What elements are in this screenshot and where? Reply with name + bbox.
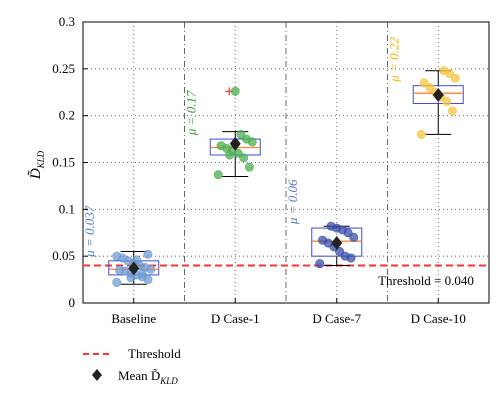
data-point: [236, 129, 246, 139]
data-point: [126, 273, 136, 283]
data-point: [115, 265, 125, 275]
data-point: [318, 235, 328, 245]
data-point: [143, 249, 153, 259]
mu-label: μ = 0.22: [386, 37, 401, 83]
data-point: [447, 106, 457, 116]
point-layer: [112, 66, 460, 287]
mean-marker: [331, 236, 343, 251]
legend-mean-label-main: Mean D̃: [118, 368, 160, 383]
data-point: [112, 251, 122, 261]
y-axis-label-main: D̃: [28, 168, 44, 180]
x-tick-label: D Case-10: [411, 311, 466, 326]
mu-label: μ = 0.17: [183, 90, 198, 136]
legend-threshold-label: Threshold: [128, 346, 181, 361]
legend: Threshold Mean D̃KLD: [83, 346, 181, 386]
data-point: [439, 66, 449, 76]
data-point: [112, 277, 122, 287]
y-tick-label: 0.05: [52, 248, 75, 263]
x-tick-label: D Case-1: [211, 311, 260, 326]
data-point: [315, 259, 325, 269]
group-separators: [184, 22, 388, 303]
data-point: [137, 269, 147, 279]
box-group: [209, 87, 261, 178]
y-tick-label: 0.1: [59, 201, 75, 216]
y-tick-label: 0: [69, 295, 76, 310]
y-axis-label-sub: KLD: [36, 150, 46, 169]
x-tick-label: D Case-7: [312, 311, 361, 326]
mu-label: μ = 0.06: [285, 179, 300, 225]
mean-marker: [229, 136, 241, 151]
y-tick-label: 0.15: [52, 155, 75, 170]
data-point: [419, 78, 429, 88]
data-point: [326, 221, 336, 231]
mu-annotations: μ = 0.037 μ = 0.17 μ = 0.06 μ = 0.22: [82, 37, 402, 258]
mu-label: μ = 0.037: [82, 205, 97, 258]
x-tick-label: Baseline: [111, 311, 156, 326]
svg-text:D̃KLD: D̃KLD: [28, 150, 46, 180]
mean-marker: [128, 261, 140, 276]
data-point: [225, 150, 235, 160]
y-tick-label: 0.3: [59, 14, 75, 29]
data-point: [244, 162, 254, 172]
data-point: [230, 86, 240, 96]
data-point: [213, 170, 223, 180]
legend-mean-label: Mean D̃KLD: [118, 368, 178, 386]
data-point: [416, 129, 426, 139]
mean-marker: [432, 88, 444, 103]
iqr-box: [412, 85, 464, 104]
y-tick-label: 0.25: [52, 61, 75, 76]
y-tick-label: 0.2: [59, 108, 75, 123]
data-point: [216, 141, 226, 151]
y-axis-label: D̃KLD: [28, 150, 46, 180]
legend-mean-label-sub: KLD: [159, 376, 178, 386]
legend-mean-swatch: [92, 369, 102, 381]
data-point: [132, 255, 142, 265]
axis-layer: 0 0.05 0.1 0.15 0.2 0.25 0.3 Baseline D Case-1 D …: [52, 14, 466, 326]
threshold-annotation: Threshold = 0.040: [378, 273, 474, 288]
